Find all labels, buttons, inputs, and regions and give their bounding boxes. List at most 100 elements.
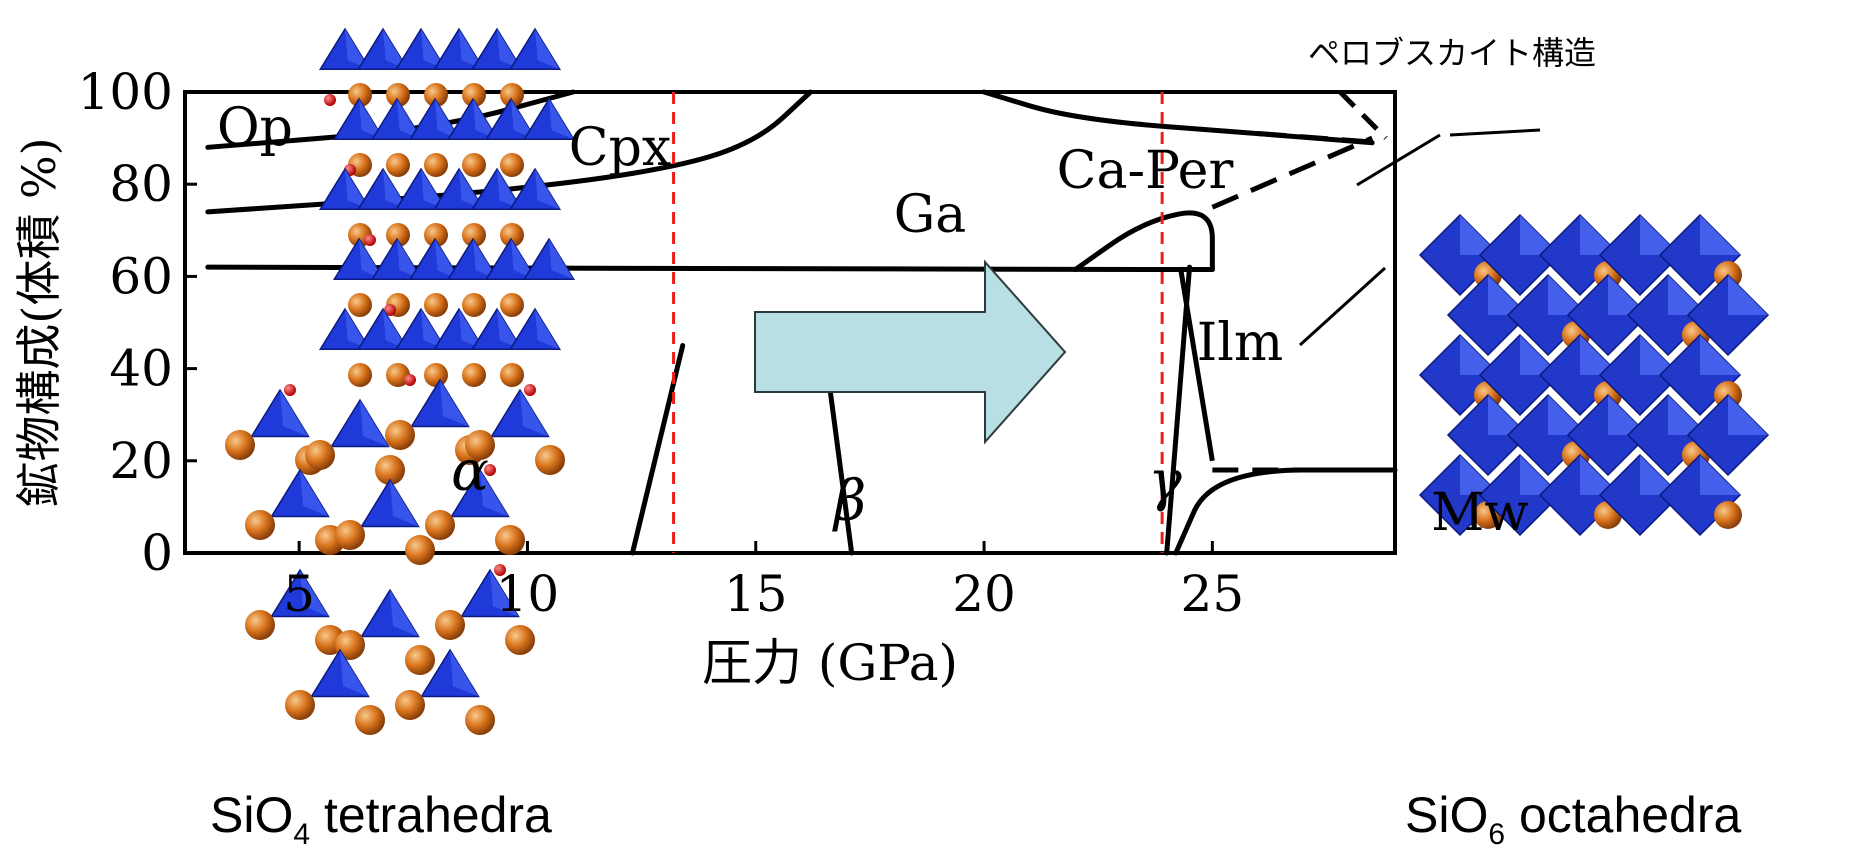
- perovskite-structure-label: ペロブスカイト構造: [1308, 34, 1597, 72]
- oxygen-atom: [524, 384, 536, 396]
- phase-label-ga: Ga: [894, 185, 967, 245]
- x-tick-label: 25: [1181, 565, 1245, 623]
- phase-label-: γ: [1148, 449, 1182, 514]
- caption-left-formula: SiO: [210, 787, 294, 843]
- phase-boundary-4: [629, 343, 686, 556]
- sio4-tetrahedron-face: [360, 400, 389, 447]
- phase-label-caper: Ca-Per: [1057, 141, 1234, 201]
- sio6-octahedron-face: [1728, 275, 1768, 315]
- cation-atom: [375, 455, 405, 485]
- phase-label-: α: [451, 439, 489, 504]
- caption-sio6-octahedra: SiO6 octahedra: [1405, 790, 1741, 850]
- phase-boundary-1: [205, 89, 814, 215]
- phase-boundary-2: [981, 89, 1375, 146]
- caption-right-formula: SiO: [1405, 787, 1489, 843]
- x-tick-label: 15: [724, 565, 788, 623]
- phase-boundary-dashed-top: [1338, 90, 1388, 140]
- phase-label-op: Op: [217, 98, 293, 158]
- cation-atom: [348, 293, 372, 317]
- cation-atom: [505, 625, 535, 655]
- sio6-octahedron-face: [1700, 455, 1740, 495]
- cation-atom: [385, 420, 415, 450]
- cation-atom: [348, 363, 372, 387]
- cation-atom: [335, 520, 365, 550]
- sio4-tetrahedron-face: [459, 29, 484, 70]
- sio4-tetrahedron-face: [421, 309, 446, 350]
- cation-atom: [500, 223, 524, 247]
- sio4-tetrahedron-face: [511, 239, 536, 280]
- sio4-tetrahedron-face: [549, 99, 574, 140]
- cation-atom: [462, 223, 486, 247]
- cation-atom: [225, 430, 255, 460]
- sio4-tetrahedron-face: [397, 99, 422, 140]
- cation-atom: [355, 705, 385, 735]
- oxygen-atom: [484, 464, 496, 476]
- y-axis-label: 鉱物構成(体積 %): [12, 137, 66, 507]
- sio4-tetrahedron-face: [345, 169, 370, 210]
- phase-boundary-6: [1164, 264, 1193, 556]
- sio4-tetrahedron-face: [383, 309, 408, 350]
- sio4-tetrahedron-face: [520, 390, 549, 437]
- sio4-tetrahedron-face: [459, 309, 484, 350]
- sio4-tetrahedron-face: [459, 169, 484, 210]
- sio4-tetrahedron-face: [490, 570, 519, 617]
- caper-leader-line: [1356, 133, 1441, 187]
- cation-atom: [462, 153, 486, 177]
- phase-boundary-8: [1173, 467, 1398, 556]
- cation-atom: [495, 525, 525, 555]
- cation-atom: [245, 610, 275, 640]
- cation-atom: [465, 430, 495, 460]
- sio4-tetrahedron-face: [497, 29, 522, 70]
- cation-atom: [335, 630, 365, 660]
- x-tick-label: 5: [283, 565, 315, 623]
- sio4-tetrahedron-face: [473, 99, 498, 140]
- oxygen-atom: [384, 304, 396, 316]
- sio4-tetrahedron-face: [435, 239, 460, 280]
- sio4-tetrahedron-face: [535, 169, 560, 210]
- cation-atom: [465, 705, 495, 735]
- cation-atom: [424, 293, 448, 317]
- cation-atom: [386, 363, 410, 387]
- sio6-octahedron-face: [1700, 215, 1740, 255]
- sio4-tetrahedron-face: [497, 309, 522, 350]
- cation-atom: [462, 293, 486, 317]
- sio4-tetrahedron-face: [511, 99, 536, 140]
- phase-boundary-dashed-ga: [1211, 135, 1374, 210]
- sio4-tetrahedron-face: [383, 29, 408, 70]
- cation-atom: [425, 510, 455, 540]
- sio4-tetrahedron-face: [300, 570, 329, 617]
- cation-atom: [424, 153, 448, 177]
- cation-atom: [424, 223, 448, 247]
- oxygen-atom: [364, 234, 376, 246]
- caption-sio4-tetrahedra: SiO4 tetrahedra: [210, 790, 552, 850]
- cation-atom: [1714, 501, 1742, 529]
- sio4-tetrahedron-face: [390, 480, 419, 527]
- sio4-tetrahedron-face: [440, 380, 469, 427]
- transition-arrow: [754, 259, 1067, 445]
- y-tick-label: 80: [109, 155, 173, 213]
- cation-atom: [285, 690, 315, 720]
- phase-boundary-3: [205, 264, 1215, 272]
- cation-atom: [500, 363, 524, 387]
- cation-atom: [462, 83, 486, 107]
- plot-frame: [183, 90, 1397, 555]
- y-tick-label: 0: [141, 524, 173, 582]
- y-tick-label: 40: [109, 340, 173, 398]
- phase-label-mw: Mw: [1431, 483, 1529, 543]
- cation-atom: [348, 83, 372, 107]
- x-axis-label: 圧力 (GPa): [702, 634, 958, 692]
- sio4-tetrahedron-face: [421, 169, 446, 210]
- caper-leader-tail: [1449, 128, 1541, 137]
- ilm-leader-line: [1298, 266, 1387, 347]
- sio6-octahedron-face: [1700, 335, 1740, 375]
- sio4-tetrahedron-face: [473, 239, 498, 280]
- cation-atom: [500, 153, 524, 177]
- cation-atom: [405, 645, 435, 675]
- caption-right-subscript: 6: [1488, 818, 1506, 851]
- y-tick-label: 60: [109, 247, 173, 305]
- cation-atom: [305, 440, 335, 470]
- x-tick-label: 20: [952, 565, 1016, 623]
- phase-boundary-dashed-caper: [1257, 130, 1382, 146]
- oxygen-atom: [284, 384, 296, 396]
- phase-label-ilm: Ilm: [1197, 313, 1283, 373]
